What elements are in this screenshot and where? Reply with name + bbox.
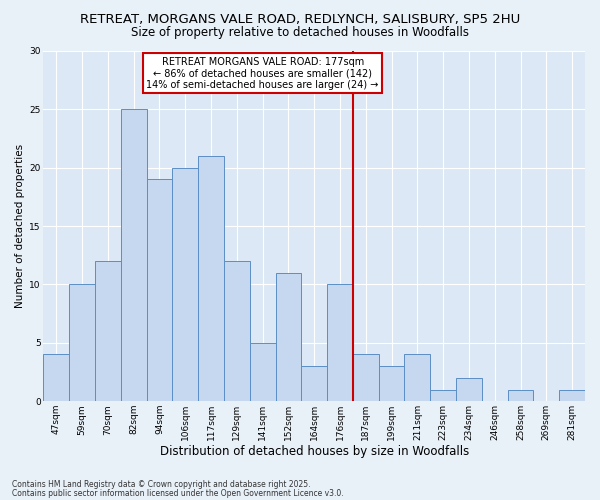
Bar	[95, 261, 121, 401]
Bar	[43, 354, 69, 401]
Bar	[121, 110, 146, 401]
X-axis label: Distribution of detached houses by size in Woodfalls: Distribution of detached houses by size …	[160, 444, 469, 458]
Bar	[69, 284, 95, 401]
Text: Contains HM Land Registry data © Crown copyright and database right 2025.: Contains HM Land Registry data © Crown c…	[12, 480, 311, 489]
Text: Contains public sector information licensed under the Open Government Licence v3: Contains public sector information licen…	[12, 488, 344, 498]
Y-axis label: Number of detached properties: Number of detached properties	[15, 144, 25, 308]
Bar	[224, 261, 250, 401]
Bar	[327, 284, 353, 401]
Bar	[508, 390, 533, 401]
Text: Size of property relative to detached houses in Woodfalls: Size of property relative to detached ho…	[131, 26, 469, 39]
Bar	[353, 354, 379, 401]
Bar	[559, 390, 585, 401]
Bar	[430, 390, 456, 401]
Bar	[301, 366, 327, 401]
Bar	[198, 156, 224, 401]
Text: RETREAT, MORGANS VALE ROAD, REDLYNCH, SALISBURY, SP5 2HU: RETREAT, MORGANS VALE ROAD, REDLYNCH, SA…	[80, 12, 520, 26]
Bar	[250, 343, 275, 401]
Bar	[404, 354, 430, 401]
Bar	[275, 273, 301, 401]
Bar	[172, 168, 198, 401]
Bar	[379, 366, 404, 401]
Bar	[146, 180, 172, 401]
Text: RETREAT MORGANS VALE ROAD: 177sqm
← 86% of detached houses are smaller (142)
14%: RETREAT MORGANS VALE ROAD: 177sqm ← 86% …	[146, 57, 379, 90]
Bar	[456, 378, 482, 401]
